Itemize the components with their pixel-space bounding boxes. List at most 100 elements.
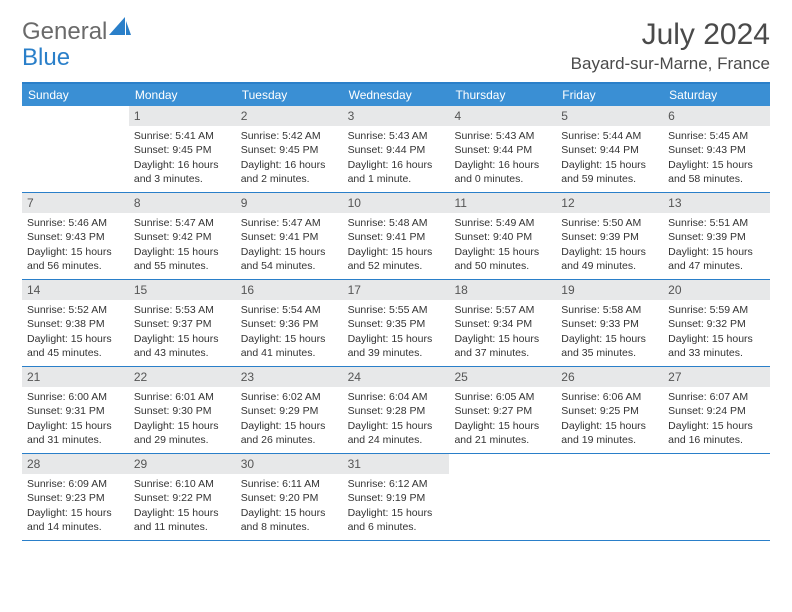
sunset-text: Sunset: 9:45 PM bbox=[134, 143, 231, 157]
daylight-text: Daylight: 15 hours and 59 minutes. bbox=[561, 158, 658, 186]
day-body: Sunrise: 5:44 AMSunset: 9:44 PMDaylight:… bbox=[556, 126, 663, 191]
day-number: 6 bbox=[663, 106, 770, 126]
daylight-text: Daylight: 15 hours and 41 minutes. bbox=[241, 332, 338, 360]
sunset-text: Sunset: 9:42 PM bbox=[134, 230, 231, 244]
day-cell: 31Sunrise: 6:12 AMSunset: 9:19 PMDayligh… bbox=[343, 454, 450, 540]
sunset-text: Sunset: 9:33 PM bbox=[561, 317, 658, 331]
day-cell: 17Sunrise: 5:55 AMSunset: 9:35 PMDayligh… bbox=[343, 280, 450, 366]
daylight-text: Daylight: 16 hours and 3 minutes. bbox=[134, 158, 231, 186]
day-body: Sunrise: 5:43 AMSunset: 9:44 PMDaylight:… bbox=[343, 126, 450, 191]
title-block: July 2024 Bayard-sur-Marne, France bbox=[571, 18, 770, 74]
day-cell: 2Sunrise: 5:42 AMSunset: 9:45 PMDaylight… bbox=[236, 106, 343, 192]
sunset-text: Sunset: 9:31 PM bbox=[27, 404, 124, 418]
daylight-text: Daylight: 15 hours and 47 minutes. bbox=[668, 245, 765, 273]
daylight-text: Daylight: 15 hours and 33 minutes. bbox=[668, 332, 765, 360]
day-cell: 22Sunrise: 6:01 AMSunset: 9:30 PMDayligh… bbox=[129, 367, 236, 453]
sunrise-text: Sunrise: 5:58 AM bbox=[561, 303, 658, 317]
sunset-text: Sunset: 9:39 PM bbox=[561, 230, 658, 244]
day-cell: 3Sunrise: 5:43 AMSunset: 9:44 PMDaylight… bbox=[343, 106, 450, 192]
sunset-text: Sunset: 9:22 PM bbox=[134, 491, 231, 505]
sunrise-text: Sunrise: 5:43 AM bbox=[348, 129, 445, 143]
sunrise-text: Sunrise: 6:11 AM bbox=[241, 477, 338, 491]
sunset-text: Sunset: 9:39 PM bbox=[668, 230, 765, 244]
day-body: Sunrise: 5:43 AMSunset: 9:44 PMDaylight:… bbox=[449, 126, 556, 191]
daylight-text: Daylight: 15 hours and 31 minutes. bbox=[27, 419, 124, 447]
sunrise-text: Sunrise: 5:54 AM bbox=[241, 303, 338, 317]
daylight-text: Daylight: 15 hours and 8 minutes. bbox=[241, 506, 338, 534]
sunset-text: Sunset: 9:20 PM bbox=[241, 491, 338, 505]
day-body: Sunrise: 5:54 AMSunset: 9:36 PMDaylight:… bbox=[236, 300, 343, 365]
sunset-text: Sunset: 9:43 PM bbox=[668, 143, 765, 157]
day-body: Sunrise: 5:42 AMSunset: 9:45 PMDaylight:… bbox=[236, 126, 343, 191]
sunset-text: Sunset: 9:30 PM bbox=[134, 404, 231, 418]
day-body: Sunrise: 6:11 AMSunset: 9:20 PMDaylight:… bbox=[236, 474, 343, 539]
dow-tuesday: Tuesday bbox=[236, 84, 343, 106]
daylight-text: Daylight: 15 hours and 11 minutes. bbox=[134, 506, 231, 534]
daylight-text: Daylight: 15 hours and 29 minutes. bbox=[134, 419, 231, 447]
sunset-text: Sunset: 9:44 PM bbox=[561, 143, 658, 157]
daylight-text: Daylight: 16 hours and 2 minutes. bbox=[241, 158, 338, 186]
daylight-text: Daylight: 15 hours and 49 minutes. bbox=[561, 245, 658, 273]
sunset-text: Sunset: 9:36 PM bbox=[241, 317, 338, 331]
day-number: 18 bbox=[449, 280, 556, 300]
day-number: 27 bbox=[663, 367, 770, 387]
day-body: Sunrise: 6:02 AMSunset: 9:29 PMDaylight:… bbox=[236, 387, 343, 452]
daylight-text: Daylight: 15 hours and 39 minutes. bbox=[348, 332, 445, 360]
daylight-text: Daylight: 15 hours and 6 minutes. bbox=[348, 506, 445, 534]
day-number: 17 bbox=[343, 280, 450, 300]
sunrise-text: Sunrise: 5:44 AM bbox=[561, 129, 658, 143]
day-cell: 8Sunrise: 5:47 AMSunset: 9:42 PMDaylight… bbox=[129, 193, 236, 279]
day-cell bbox=[556, 454, 663, 540]
week-row: 1Sunrise: 5:41 AMSunset: 9:45 PMDaylight… bbox=[22, 106, 770, 193]
dow-thursday: Thursday bbox=[449, 84, 556, 106]
day-number: 20 bbox=[663, 280, 770, 300]
sunset-text: Sunset: 9:32 PM bbox=[668, 317, 765, 331]
daylight-text: Daylight: 15 hours and 16 minutes. bbox=[668, 419, 765, 447]
day-cell: 19Sunrise: 5:58 AMSunset: 9:33 PMDayligh… bbox=[556, 280, 663, 366]
day-body: Sunrise: 5:58 AMSunset: 9:33 PMDaylight:… bbox=[556, 300, 663, 365]
sunrise-text: Sunrise: 5:47 AM bbox=[241, 216, 338, 230]
day-cell: 12Sunrise: 5:50 AMSunset: 9:39 PMDayligh… bbox=[556, 193, 663, 279]
day-number: 9 bbox=[236, 193, 343, 213]
week-row: 14Sunrise: 5:52 AMSunset: 9:38 PMDayligh… bbox=[22, 280, 770, 367]
day-cell: 28Sunrise: 6:09 AMSunset: 9:23 PMDayligh… bbox=[22, 454, 129, 540]
day-cell: 4Sunrise: 5:43 AMSunset: 9:44 PMDaylight… bbox=[449, 106, 556, 192]
day-cell: 5Sunrise: 5:44 AMSunset: 9:44 PMDaylight… bbox=[556, 106, 663, 192]
day-body: Sunrise: 5:52 AMSunset: 9:38 PMDaylight:… bbox=[22, 300, 129, 365]
sunrise-text: Sunrise: 6:05 AM bbox=[454, 390, 551, 404]
day-number: 25 bbox=[449, 367, 556, 387]
day-body: Sunrise: 6:07 AMSunset: 9:24 PMDaylight:… bbox=[663, 387, 770, 452]
daylight-text: Daylight: 15 hours and 21 minutes. bbox=[454, 419, 551, 447]
sunrise-text: Sunrise: 6:01 AM bbox=[134, 390, 231, 404]
day-body: Sunrise: 6:10 AMSunset: 9:22 PMDaylight:… bbox=[129, 474, 236, 539]
day-number: 29 bbox=[129, 454, 236, 474]
sunrise-text: Sunrise: 5:51 AM bbox=[668, 216, 765, 230]
day-body: Sunrise: 5:55 AMSunset: 9:35 PMDaylight:… bbox=[343, 300, 450, 365]
daylight-text: Daylight: 15 hours and 52 minutes. bbox=[348, 245, 445, 273]
sunset-text: Sunset: 9:41 PM bbox=[348, 230, 445, 244]
calendar: Sunday Monday Tuesday Wednesday Thursday… bbox=[22, 82, 770, 541]
daylight-text: Daylight: 15 hours and 55 minutes. bbox=[134, 245, 231, 273]
dow-monday: Monday bbox=[129, 84, 236, 106]
day-number: 28 bbox=[22, 454, 129, 474]
day-body: Sunrise: 5:59 AMSunset: 9:32 PMDaylight:… bbox=[663, 300, 770, 365]
day-number: 31 bbox=[343, 454, 450, 474]
day-number: 26 bbox=[556, 367, 663, 387]
sunset-text: Sunset: 9:25 PM bbox=[561, 404, 658, 418]
day-number: 24 bbox=[343, 367, 450, 387]
day-cell: 10Sunrise: 5:48 AMSunset: 9:41 PMDayligh… bbox=[343, 193, 450, 279]
day-body: Sunrise: 6:01 AMSunset: 9:30 PMDaylight:… bbox=[129, 387, 236, 452]
week-row: 28Sunrise: 6:09 AMSunset: 9:23 PMDayligh… bbox=[22, 454, 770, 541]
sunrise-text: Sunrise: 5:50 AM bbox=[561, 216, 658, 230]
daylight-text: Daylight: 15 hours and 50 minutes. bbox=[454, 245, 551, 273]
sunset-text: Sunset: 9:27 PM bbox=[454, 404, 551, 418]
sunset-text: Sunset: 9:38 PM bbox=[27, 317, 124, 331]
sunrise-text: Sunrise: 5:55 AM bbox=[348, 303, 445, 317]
sunrise-text: Sunrise: 5:57 AM bbox=[454, 303, 551, 317]
sunrise-text: Sunrise: 5:48 AM bbox=[348, 216, 445, 230]
dow-saturday: Saturday bbox=[663, 84, 770, 106]
day-body: Sunrise: 5:50 AMSunset: 9:39 PMDaylight:… bbox=[556, 213, 663, 278]
day-number: 4 bbox=[449, 106, 556, 126]
daylight-text: Daylight: 15 hours and 56 minutes. bbox=[27, 245, 124, 273]
day-number: 5 bbox=[556, 106, 663, 126]
